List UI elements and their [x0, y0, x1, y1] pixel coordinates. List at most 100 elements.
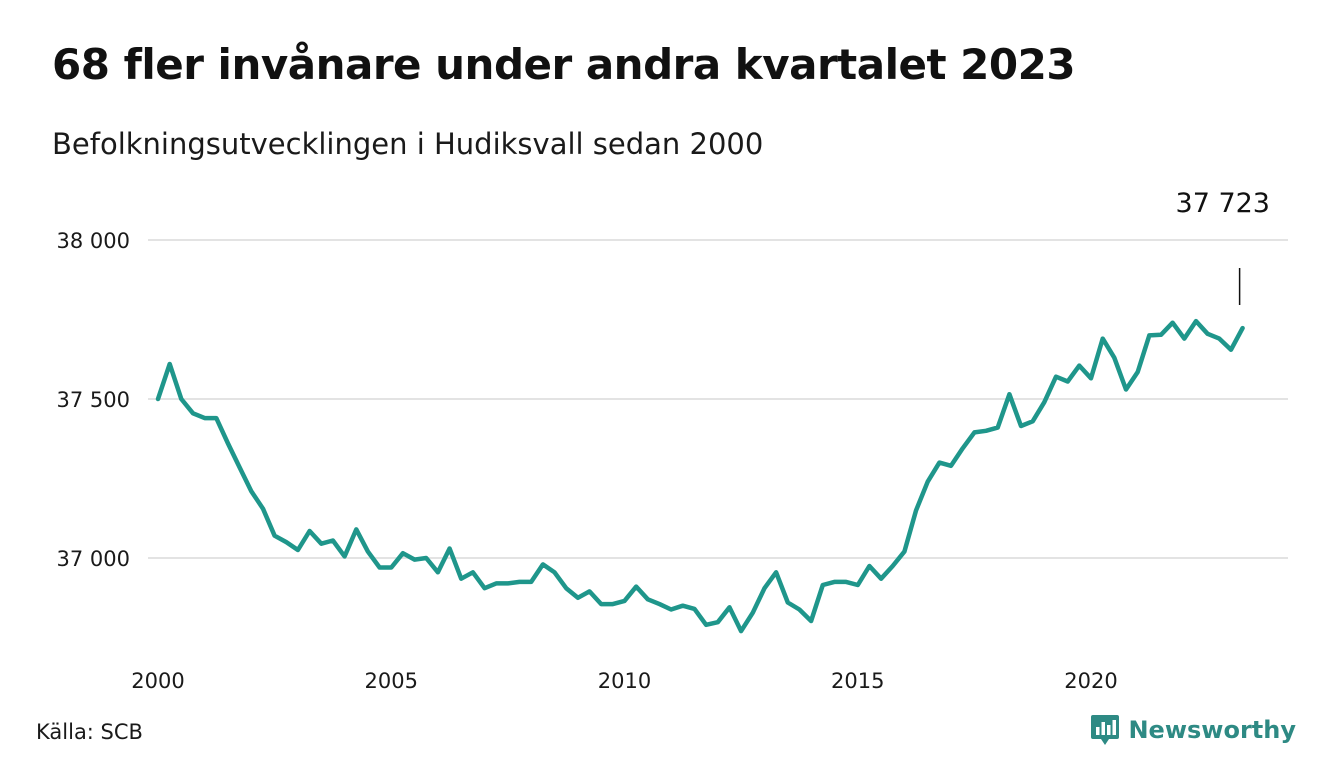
- data-point-2019-Q1: [1042, 400, 1046, 404]
- data-point-2002-Q4: [284, 540, 288, 544]
- data-point-2022-Q4: [1217, 337, 1221, 341]
- data-point-2014-Q2: [821, 583, 825, 587]
- data-point-2019-Q4: [1077, 364, 1081, 368]
- data-point-2009-Q4: [611, 602, 615, 606]
- data-point-2011-Q1: [669, 608, 673, 612]
- x-axis-ticks: 2000 2005 2010 2015 2020: [131, 669, 1117, 693]
- data-point-2010-Q4: [658, 602, 662, 606]
- data-point-2014-Q4: [844, 580, 848, 584]
- data-point-2011-Q2: [681, 604, 685, 608]
- data-point-2015-Q3: [879, 577, 883, 581]
- data-point-2004-Q4: [378, 566, 382, 570]
- data-point-2015-Q2: [867, 564, 871, 568]
- data-point-2012-Q3: [739, 629, 743, 633]
- data-point-2015-Q4: [891, 564, 895, 568]
- data-point-2001-Q1: [203, 416, 207, 420]
- data-point-2014-Q1: [809, 619, 813, 623]
- data-point-2020-Q2: [1101, 337, 1105, 341]
- data-point-2012-Q2: [728, 605, 732, 609]
- data-point-2009-Q2: [588, 589, 592, 593]
- data-point-2000-Q4: [191, 411, 195, 415]
- data-point-2008-Q2: [541, 562, 545, 566]
- data-point-2017-Q3: [972, 430, 976, 434]
- data-point-2004-Q3: [366, 550, 370, 554]
- data-point-2021-Q2: [1147, 333, 1151, 337]
- data-point-2006-Q4: [471, 570, 475, 574]
- y-axis-ticks: 37 000 37 500 38 000: [57, 229, 130, 571]
- data-point-2021-Q4: [1171, 321, 1175, 325]
- data-point-2017-Q4: [984, 429, 988, 433]
- data-point-2002-Q1: [249, 489, 253, 493]
- x-tick-label: 2000: [131, 669, 184, 693]
- data-point-2005-Q3: [413, 558, 417, 562]
- data-point-2011-Q4: [704, 623, 708, 627]
- data-point-2000-Q3: [179, 397, 183, 401]
- data-point-2001-Q3: [226, 442, 230, 446]
- data-point-2017-Q2: [961, 446, 965, 450]
- data-point-2018-Q3: [1019, 424, 1023, 428]
- data-point-2020-Q1: [1089, 376, 1093, 380]
- data-point-2003-Q1: [296, 548, 300, 552]
- data-point-2004-Q2: [354, 527, 358, 531]
- annotation-label: 37 723: [1176, 188, 1270, 219]
- data-point-2010-Q1: [623, 599, 627, 603]
- data-point-2016-Q4: [937, 461, 941, 465]
- data-point-2001-Q2: [214, 416, 218, 420]
- data-point-2023-Q1: [1229, 348, 1233, 352]
- series-layer: [155, 318, 1245, 634]
- data-point-2005-Q4: [424, 556, 428, 560]
- data-point-2006-Q2: [448, 547, 452, 551]
- data-point-2010-Q2: [634, 585, 638, 589]
- data-point-2005-Q2: [401, 551, 405, 555]
- data-point-2014-Q3: [832, 580, 836, 584]
- newsworthy-chart-bubble-icon: [1091, 715, 1120, 745]
- data-point-2023-Q2: [1241, 326, 1245, 330]
- data-point-2020-Q4: [1124, 388, 1128, 392]
- data-point-2007-Q1: [483, 586, 487, 590]
- data-point-2003-Q2: [308, 529, 312, 533]
- data-point-2011-Q3: [693, 607, 697, 611]
- data-point-2002-Q2: [261, 507, 265, 511]
- y-tick-label: 38 000: [57, 229, 130, 253]
- data-point-2007-Q3: [506, 581, 510, 585]
- data-point-2016-Q1: [902, 550, 906, 554]
- data-point-2018-Q2: [1007, 392, 1011, 396]
- annotation: 37 723: [1176, 188, 1270, 305]
- data-point-2005-Q1: [389, 566, 393, 570]
- chart-subtitle: Befolkningsutvecklingen i Hudiksvall sed…: [52, 127, 764, 161]
- data-point-2008-Q1: [529, 580, 533, 584]
- data-point-2007-Q2: [494, 581, 498, 585]
- data-point-2013-Q2: [774, 570, 778, 574]
- data-point-2006-Q1: [436, 570, 440, 574]
- data-point-2017-Q1: [949, 464, 953, 468]
- data-point-2019-Q3: [1066, 380, 1070, 384]
- x-tick-label: 2005: [365, 669, 418, 693]
- data-point-2020-Q3: [1112, 356, 1116, 360]
- source-note: Källa: SCB: [36, 720, 143, 744]
- data-point-2021-Q3: [1159, 333, 1163, 337]
- data-point-2019-Q2: [1054, 375, 1058, 379]
- data-point-2002-Q3: [273, 534, 277, 538]
- newsworthy-logo-text: Newsworthy: [1128, 716, 1296, 744]
- data-point-2003-Q3: [319, 542, 323, 546]
- data-point-2008-Q4: [564, 586, 568, 590]
- data-point-2009-Q3: [599, 602, 603, 606]
- data-point-2016-Q3: [926, 480, 930, 484]
- data-point-2013-Q3: [786, 601, 790, 605]
- data-point-2003-Q4: [331, 539, 335, 543]
- data-point-2010-Q3: [646, 597, 650, 601]
- x-tick-label: 2010: [598, 669, 651, 693]
- data-point-2008-Q3: [553, 570, 557, 574]
- data-point-2000-Q1: [156, 397, 160, 401]
- data-point-2022-Q3: [1206, 332, 1210, 336]
- data-point-2012-Q1: [716, 620, 720, 624]
- y-tick-label: 37 500: [57, 388, 130, 412]
- data-point-2007-Q4: [518, 580, 522, 584]
- data-point-2013-Q4: [797, 608, 801, 612]
- data-point-2012-Q4: [751, 611, 755, 615]
- chart-title: 68 fler invånare under andra kvartalet 2…: [52, 40, 1076, 89]
- data-point-2000-Q2: [168, 362, 172, 366]
- data-point-2009-Q1: [576, 596, 580, 600]
- data-point-2022-Q2: [1194, 319, 1198, 323]
